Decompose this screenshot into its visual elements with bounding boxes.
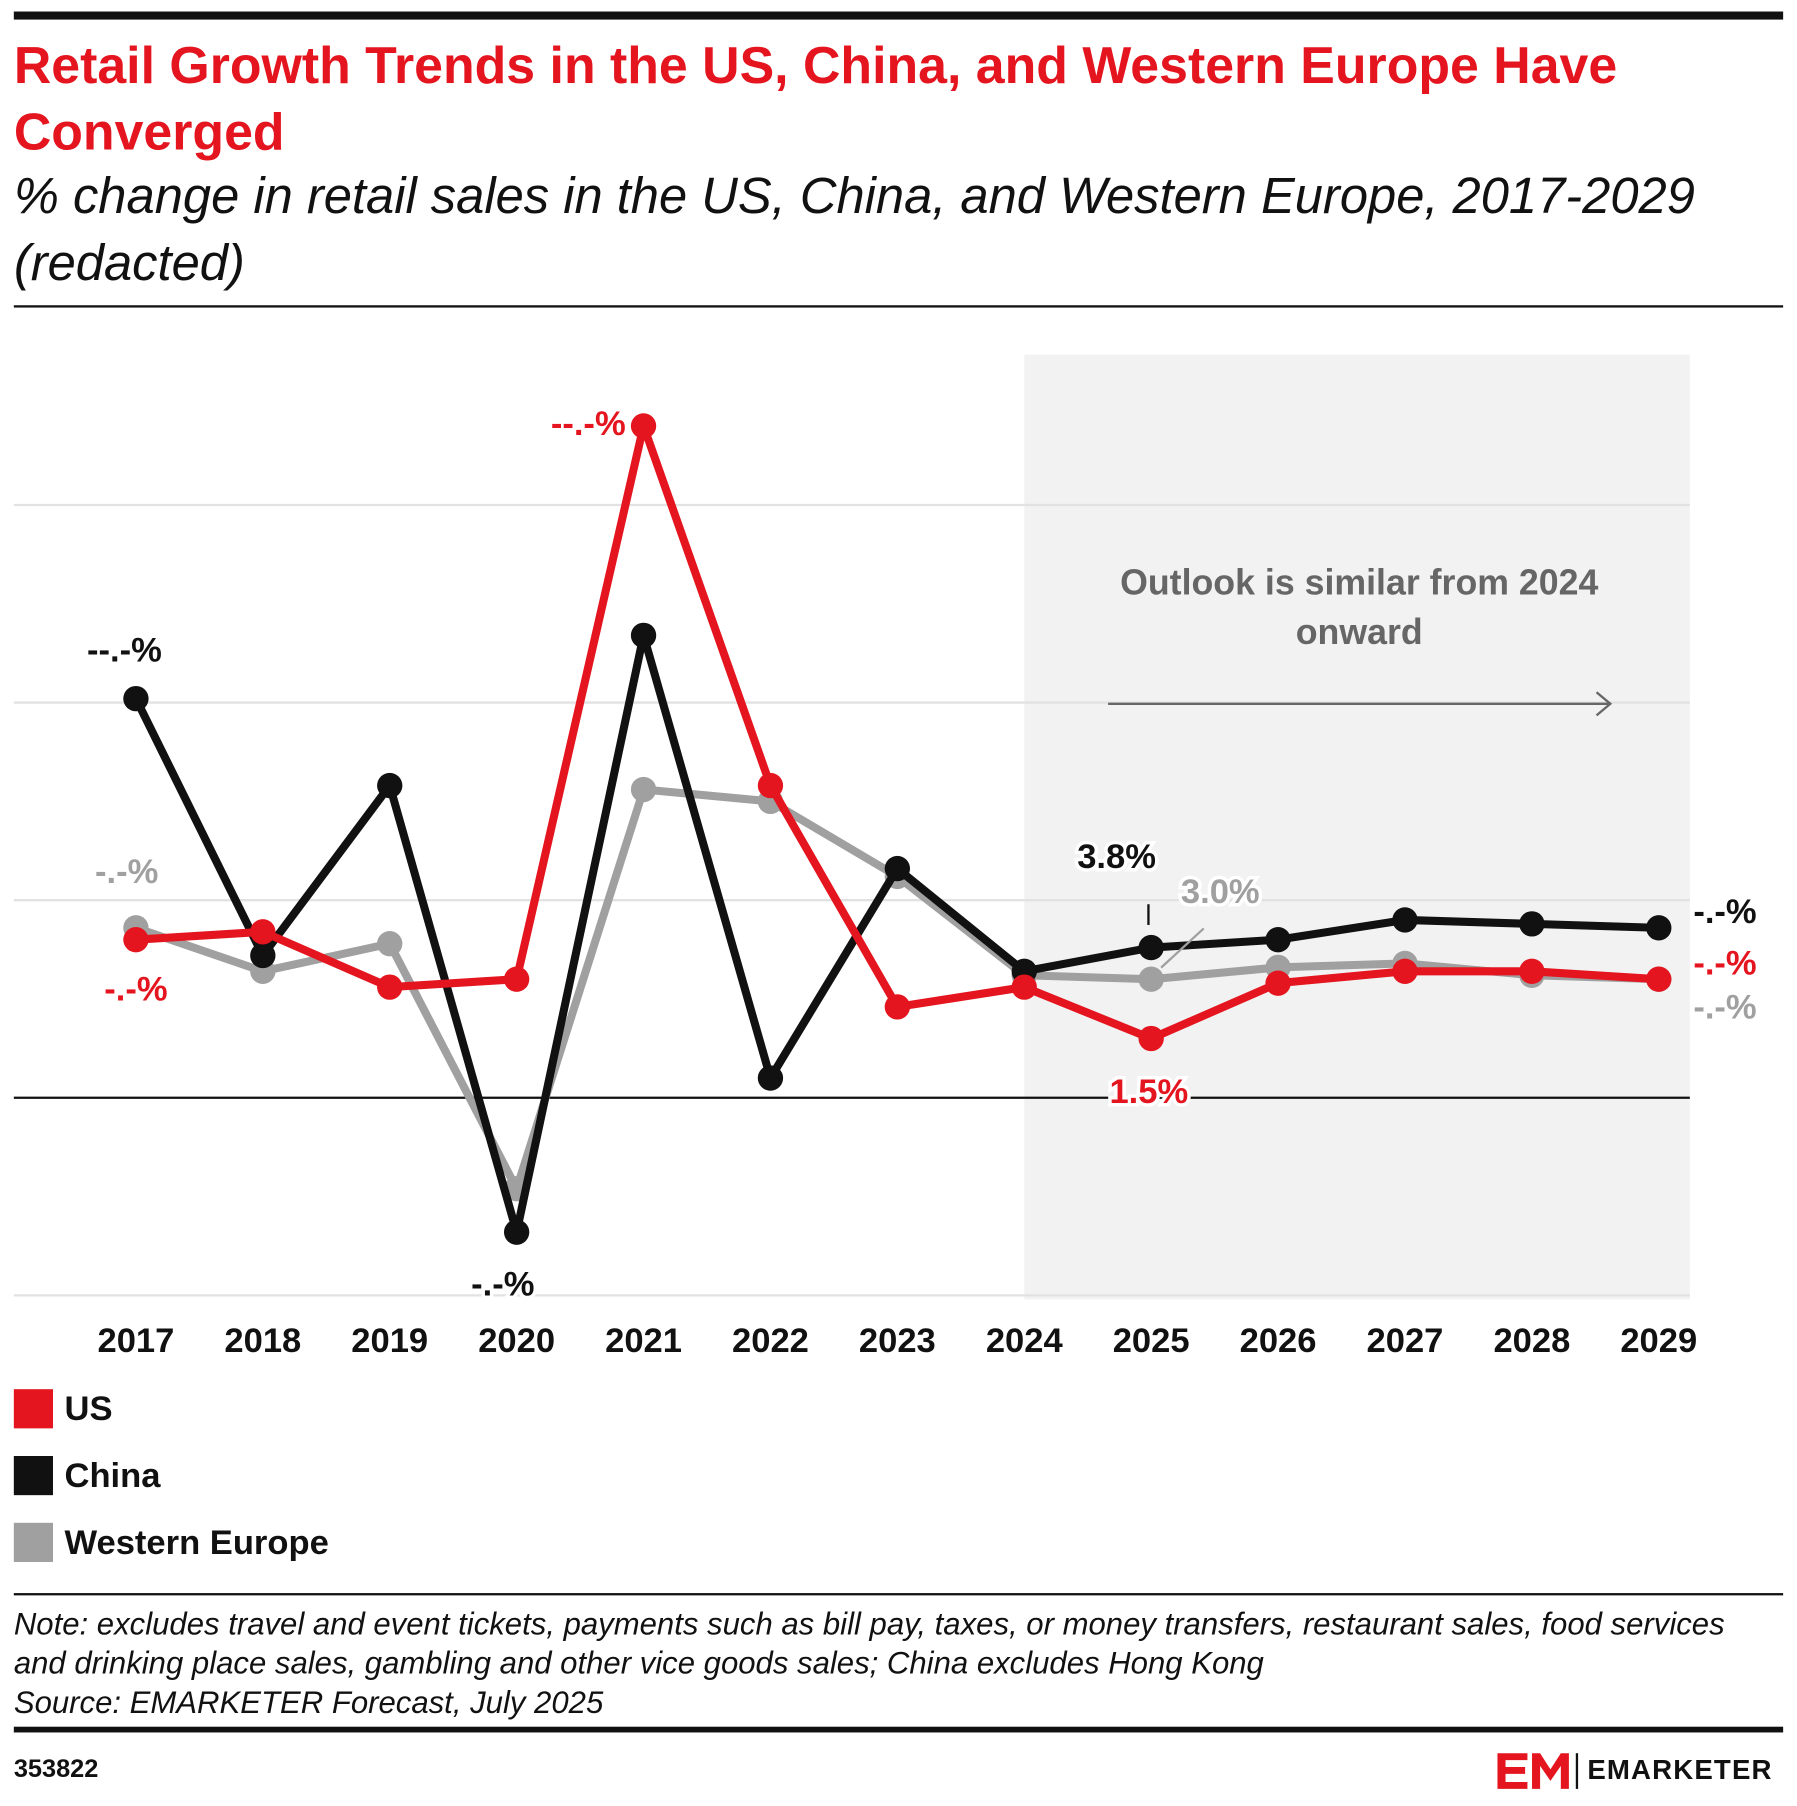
x-tick-label: 2025 bbox=[1113, 1322, 1190, 1360]
annotation-arrow bbox=[1108, 691, 1613, 717]
marker bbox=[757, 772, 784, 799]
marker bbox=[1392, 907, 1418, 933]
marker bbox=[377, 772, 403, 799]
value-label: 3.0% bbox=[1181, 873, 1260, 911]
marker bbox=[377, 974, 403, 1000]
chart-id: 353822 bbox=[14, 1755, 99, 1783]
value-label: -.-% bbox=[95, 853, 158, 891]
series bbox=[123, 622, 1672, 1245]
header-rule bbox=[13, 305, 1784, 308]
marker bbox=[503, 966, 530, 992]
marker bbox=[123, 685, 149, 712]
marker bbox=[630, 413, 657, 439]
marker bbox=[377, 930, 403, 957]
x-tick-label: 2017 bbox=[97, 1322, 174, 1360]
legend-swatch bbox=[13, 1389, 53, 1429]
legend-label: Western Europe bbox=[65, 1524, 329, 1562]
x-tick-label: 2020 bbox=[478, 1322, 555, 1360]
marker bbox=[1265, 970, 1291, 996]
value-label: -.-% bbox=[1693, 945, 1756, 983]
marker bbox=[250, 942, 276, 969]
x-tick-label: 2021 bbox=[605, 1322, 682, 1360]
top-rule bbox=[13, 11, 1784, 20]
x-tick-label: 2027 bbox=[1367, 1322, 1444, 1360]
series bbox=[123, 413, 1672, 1052]
bottom-rule bbox=[13, 1726, 1784, 1733]
annotation: Outlook is similar from 2024 onward bbox=[1120, 562, 1599, 652]
logo: EMARKETER bbox=[1497, 1753, 1772, 1789]
marker bbox=[1138, 966, 1164, 992]
footer-rule bbox=[13, 1593, 1784, 1596]
value-label: 3.8% bbox=[1077, 838, 1156, 876]
title: Retail Growth Trends in the US, China, a… bbox=[13, 35, 1618, 162]
marker bbox=[1138, 1025, 1164, 1052]
marker bbox=[1138, 934, 1164, 961]
x-tick-label: 2024 bbox=[986, 1322, 1064, 1360]
value-label: --.-% bbox=[551, 405, 626, 443]
x-tick-label: 2019 bbox=[351, 1322, 428, 1360]
marker bbox=[503, 1219, 530, 1245]
marker bbox=[1519, 958, 1545, 984]
marker bbox=[630, 776, 657, 803]
leader-line bbox=[1160, 927, 1205, 969]
forecast-shade bbox=[1024, 354, 1690, 1300]
marker bbox=[884, 994, 911, 1020]
marker bbox=[630, 622, 657, 649]
value-label: -.-% bbox=[1693, 893, 1756, 931]
value-label: --.-% bbox=[87, 632, 162, 670]
brand: EMARKETER bbox=[1587, 1754, 1772, 1785]
value-label: -.-% bbox=[104, 971, 167, 1009]
marker bbox=[1646, 915, 1672, 941]
value-label: -.-% bbox=[1693, 988, 1756, 1026]
x-tick-label: 2022 bbox=[732, 1322, 809, 1360]
marker bbox=[884, 855, 911, 882]
marker bbox=[123, 927, 149, 953]
x-tick-label: 2023 bbox=[859, 1322, 936, 1360]
marker bbox=[757, 1065, 784, 1091]
source: Source: EMARKETER Forecast, July 2025 bbox=[13, 1685, 604, 1720]
note: Note: excludes travel and event tickets,… bbox=[13, 1606, 1725, 1681]
x-tick-label: 2018 bbox=[224, 1322, 301, 1360]
legend-label: China bbox=[65, 1457, 162, 1495]
legend-swatch bbox=[13, 1522, 53, 1562]
x-tick-label: 2028 bbox=[1493, 1322, 1570, 1360]
marker bbox=[1392, 958, 1418, 984]
subtitle: % change in retail sales in the US, Chin… bbox=[13, 168, 1695, 292]
marker bbox=[1646, 966, 1672, 992]
legend-swatch bbox=[13, 1456, 53, 1496]
marker bbox=[1519, 911, 1545, 937]
marker bbox=[1265, 927, 1291, 953]
value-label: 1.5% bbox=[1109, 1073, 1188, 1111]
marker bbox=[1011, 974, 1037, 1000]
legend-label: US bbox=[65, 1390, 113, 1428]
x-tick-label: 2029 bbox=[1620, 1322, 1697, 1360]
x-tick-label: 2026 bbox=[1240, 1322, 1317, 1360]
value-label: -.-% bbox=[471, 1265, 534, 1303]
marker bbox=[250, 919, 276, 945]
